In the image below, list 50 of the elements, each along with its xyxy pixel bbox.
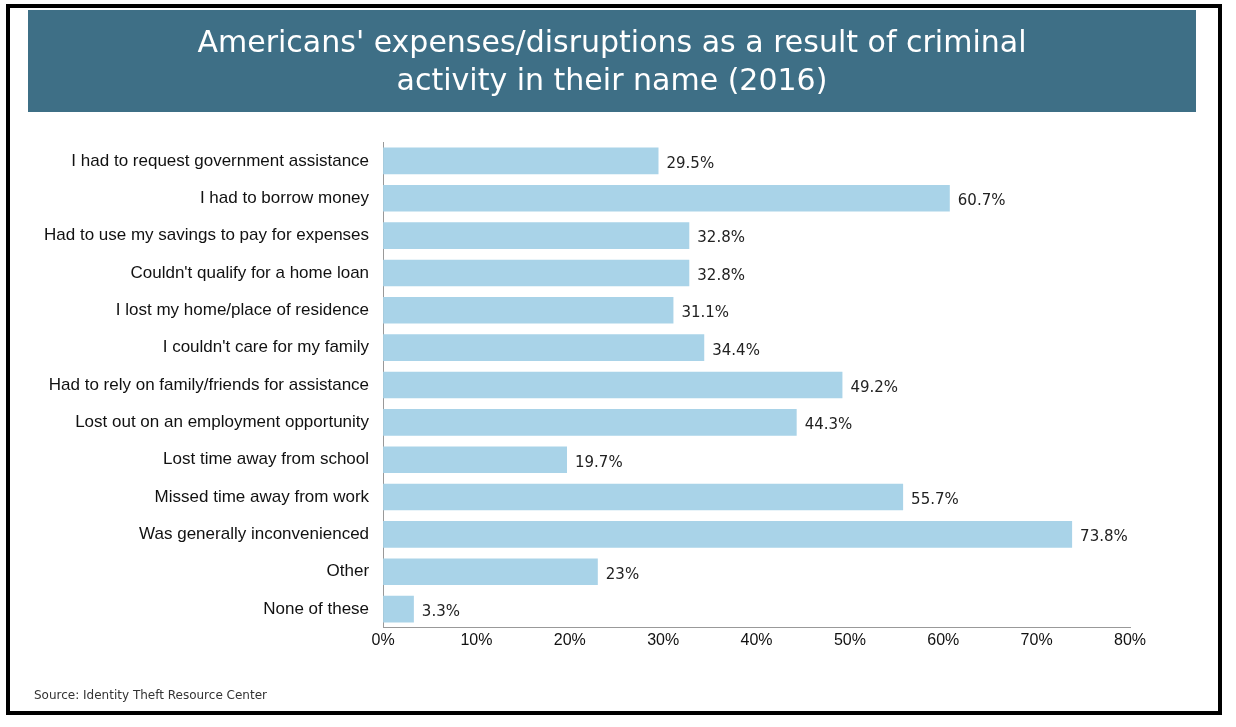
data-label: 49.2% xyxy=(850,377,899,396)
x-tick-label: 10% xyxy=(460,630,493,648)
data-label: 73.8% xyxy=(1080,527,1128,546)
x-tick-label: 40% xyxy=(740,630,773,648)
y-tick-label: I lost my home/place of residence xyxy=(115,299,370,319)
x-tick-label: 70% xyxy=(1020,630,1053,648)
x-tick-label: 20% xyxy=(553,630,586,648)
bar xyxy=(383,409,797,436)
data-label: 32.8% xyxy=(697,228,745,247)
chart-title: Americans' expenses/disruptions as a result of criminal activity in their name (2016) xyxy=(28,10,1196,112)
bar xyxy=(383,521,1073,548)
data-label: 3.3% xyxy=(421,602,460,621)
source-note: Source: Identity Theft Resource Center xyxy=(34,688,267,702)
bar xyxy=(383,147,659,175)
y-tick-label: Lost out on an employment opportunity xyxy=(75,412,370,432)
x-tick-label: 60% xyxy=(927,630,960,648)
bar xyxy=(383,595,414,623)
bar xyxy=(383,483,904,511)
data-label: 31.1% xyxy=(681,303,730,322)
x-tick-label: 80% xyxy=(1113,630,1147,648)
x-tick-label: 30% xyxy=(647,630,680,648)
y-tick-label: Had to rely on family/friends for assistance xyxy=(48,374,370,394)
y-tick-label: I couldn't care for my family xyxy=(162,337,370,357)
y-tick-label: Missed time away from work xyxy=(154,486,370,506)
y-tick-label: Lost time away from school xyxy=(163,449,370,469)
x-tick-label: 0% xyxy=(371,630,395,648)
data-label: 60.7% xyxy=(957,191,1006,210)
data-label: 34.4% xyxy=(712,340,760,359)
y-tick-label: I had to borrow money xyxy=(199,187,370,207)
data-label: 55.7% xyxy=(911,489,959,508)
bar xyxy=(383,334,705,361)
bar xyxy=(383,371,843,399)
data-label: 23% xyxy=(605,564,640,583)
data-label: 32.8% xyxy=(697,265,745,284)
x-tick-label: 50% xyxy=(833,630,866,648)
data-label: 44.3% xyxy=(804,415,853,434)
data-label: 29.5% xyxy=(666,153,715,172)
bar xyxy=(383,184,950,212)
bar xyxy=(383,558,598,586)
y-tick-label: None of these xyxy=(263,598,370,618)
bar xyxy=(383,259,690,287)
bar xyxy=(383,446,567,474)
data-label: 19.7% xyxy=(574,452,623,471)
y-tick-label: Couldn't qualify for a home loan xyxy=(130,262,370,282)
bar xyxy=(383,296,674,324)
y-tick-label: Had to use my savings to pay for expenses xyxy=(44,225,370,245)
bar xyxy=(383,222,690,249)
y-tick-label: Was generally inconvenienced xyxy=(139,524,370,544)
y-tick-label: Other xyxy=(326,561,370,581)
y-tick-label: I had to request government assistance xyxy=(71,150,370,170)
